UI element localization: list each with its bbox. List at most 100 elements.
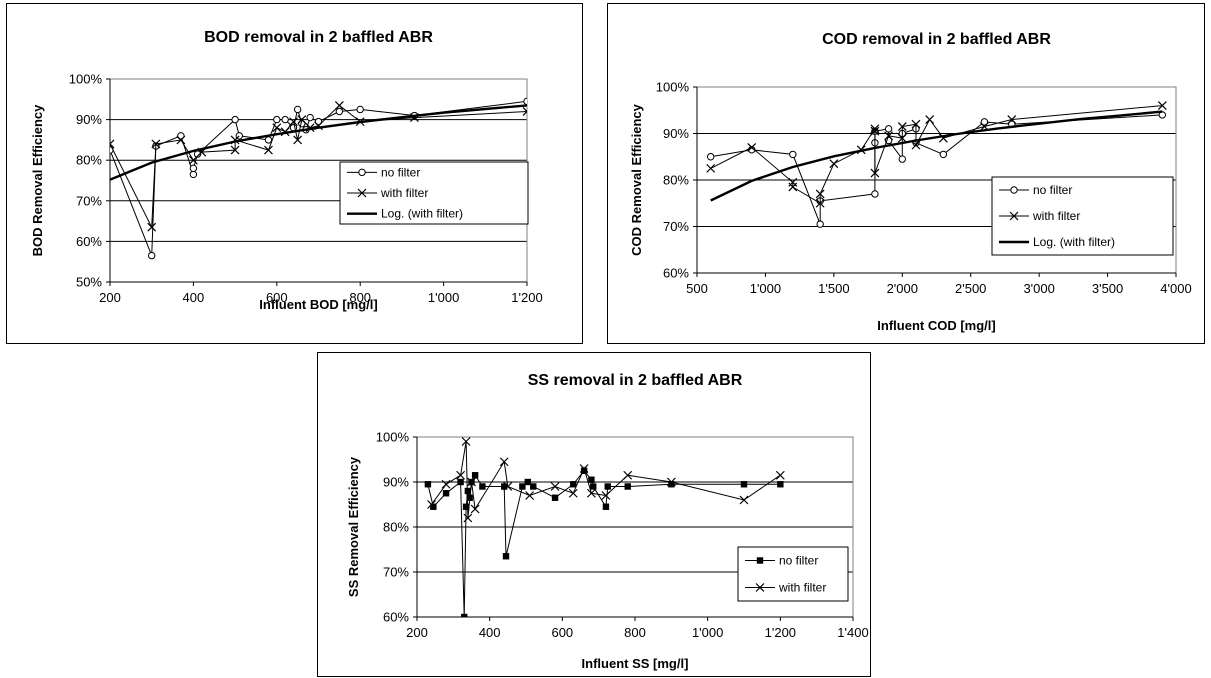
ss-legend-marker-1 bbox=[755, 583, 765, 592]
cod-data-point bbox=[1157, 101, 1167, 111]
cod-x-tick-label: 1'500 bbox=[818, 281, 849, 296]
cod-data-point bbox=[789, 150, 797, 159]
ss-data-point bbox=[775, 470, 785, 480]
bod-data-point bbox=[189, 164, 198, 173]
cod-y-tick-label: 100% bbox=[656, 80, 690, 95]
bod-x-tick-label: 400 bbox=[183, 290, 205, 305]
ss-data-point bbox=[467, 477, 476, 487]
bod-data-point bbox=[297, 115, 307, 125]
ss-data-point bbox=[499, 457, 509, 467]
ss-legend-label-1: with filter bbox=[778, 581, 826, 595]
ss-data-point bbox=[590, 483, 597, 490]
cod-data-point bbox=[788, 182, 798, 192]
cod-x-tick-label: 3'500 bbox=[1092, 281, 1123, 296]
cod-y-tick-label: 90% bbox=[663, 126, 689, 141]
bod-series-0 bbox=[110, 97, 527, 260]
cod-series-2 bbox=[710, 110, 1163, 202]
cod-legend-marker-1 bbox=[1009, 211, 1019, 221]
ss-series-line-0 bbox=[427, 469, 781, 617]
ss-series-0 bbox=[424, 467, 784, 617]
ss-legend: no filter with filter bbox=[737, 546, 849, 602]
ss-x-tick-label: 1'200 bbox=[765, 625, 796, 640]
ss-data-point bbox=[550, 482, 560, 491]
ss-data-point bbox=[461, 613, 468, 617]
bod-data-point bbox=[188, 155, 198, 165]
ss-data-point bbox=[624, 483, 631, 490]
cod-data-point bbox=[911, 119, 921, 129]
bod-data-point bbox=[522, 107, 527, 116]
bod-chart-panel: BOD removal in 2 baffled ABR 50% 60% 70% 80%… bbox=[6, 3, 583, 344]
cod-legend-label-2: Log. (with filter) bbox=[1033, 235, 1115, 249]
bod-x-axis-label: Influent BOD [mg/l] bbox=[259, 297, 377, 312]
cod-legend-label-0: no filter bbox=[1033, 183, 1072, 197]
bod-data-point bbox=[189, 170, 198, 179]
cod-x-tick-label: 1'000 bbox=[750, 281, 781, 296]
ss-data-point bbox=[570, 481, 577, 488]
ss-x-tick-label: 800 bbox=[624, 625, 646, 640]
cod-x-axis-label: Influent COD [mg/l] bbox=[877, 318, 995, 333]
ss-legend-marker-0 bbox=[756, 557, 764, 564]
bod-x-tick-label: 1'200 bbox=[511, 290, 542, 305]
bod-data-point bbox=[147, 222, 157, 232]
ss-data-point bbox=[740, 481, 748, 488]
ss-data-point bbox=[601, 491, 611, 500]
cod-y-tick-label: 70% bbox=[663, 219, 689, 234]
bod-legend-label-0: no filter bbox=[381, 165, 420, 179]
cod-data-point bbox=[815, 189, 825, 199]
ss-y-axis-label: SS Removal Efficiency bbox=[346, 456, 361, 597]
cod-x-tick-label: 4'000 bbox=[1160, 281, 1191, 296]
bod-legend-marker-0 bbox=[358, 168, 366, 177]
bod-x-tick-labels: 200 400 600 800 1'000 1'200 bbox=[99, 282, 543, 305]
cod-y-tick-label: 80% bbox=[663, 173, 689, 188]
ss-legend-box bbox=[737, 546, 849, 602]
ss-data-point bbox=[525, 491, 535, 500]
ss-data-point bbox=[456, 470, 466, 480]
bod-series-1 bbox=[110, 100, 527, 232]
cod-legend: no filter with filter Log. (with filter) bbox=[991, 176, 1174, 256]
bod-data-point bbox=[293, 105, 302, 114]
bod-x-tick-label: 600 bbox=[266, 290, 288, 305]
cod-data-point bbox=[884, 125, 893, 133]
ss-legend-label-0: no filter bbox=[779, 554, 818, 568]
bod-data-point bbox=[334, 100, 344, 110]
cod-x-tick-labels: 500 1'000 1'500 2'000 2'500 3'000 3'500 4'000 bbox=[686, 273, 1192, 296]
ss-y-tick-label: 60% bbox=[383, 610, 409, 625]
bod-legend-marker-1 bbox=[357, 188, 367, 198]
bod-series-line-0 bbox=[110, 100, 527, 256]
bod-data-point bbox=[281, 115, 289, 124]
cod-chart-svg: COD removal in 2 baffled ABR 60% 70% 80% 90%… bbox=[629, 31, 1192, 333]
bod-x-tick-label: 200 bbox=[99, 290, 121, 305]
bod-y-tick-label: 90% bbox=[76, 112, 102, 127]
cod-data-point bbox=[870, 124, 880, 134]
cod-data-point bbox=[939, 150, 948, 159]
ss-data-point bbox=[551, 494, 559, 501]
cod-y-tick-label: 60% bbox=[663, 266, 689, 281]
bod-data-point bbox=[110, 139, 115, 149]
ss-data-point bbox=[588, 476, 595, 483]
ss-x-tick-label: 200 bbox=[406, 625, 428, 640]
bod-data-point bbox=[148, 251, 156, 260]
ss-data-point bbox=[777, 481, 784, 488]
ss-x-tick-label: 400 bbox=[479, 625, 501, 640]
cod-y-tick-labels: 60% 70% 80% 90% 100% bbox=[656, 80, 697, 281]
ss-data-point bbox=[503, 482, 513, 491]
cod-x-tick-label: 500 bbox=[686, 281, 708, 296]
cod-data-point bbox=[897, 133, 907, 143]
cod-data-point bbox=[911, 140, 921, 150]
ss-data-point bbox=[463, 513, 473, 523]
bod-data-point bbox=[523, 97, 527, 106]
bod-data-point bbox=[289, 117, 298, 127]
ss-y-tick-label: 80% bbox=[383, 520, 409, 535]
cod-legend-label-1: with filter bbox=[1032, 209, 1080, 223]
bod-data-point bbox=[314, 117, 323, 126]
ss-data-point bbox=[666, 477, 676, 487]
cod-data-point bbox=[706, 163, 716, 173]
ss-data-point bbox=[586, 488, 596, 498]
ss-data-point bbox=[441, 479, 451, 489]
cod-data-point bbox=[815, 198, 825, 208]
bod-data-point bbox=[356, 105, 364, 114]
bod-data-point bbox=[177, 132, 185, 140]
bod-chart-svg: BOD removal in 2 baffled ABR 50% 60% 70% 80%… bbox=[30, 29, 543, 312]
ss-data-point bbox=[464, 487, 472, 495]
ss-y-tick-labels: 60% 70% 80% 90% 100% bbox=[376, 430, 417, 625]
